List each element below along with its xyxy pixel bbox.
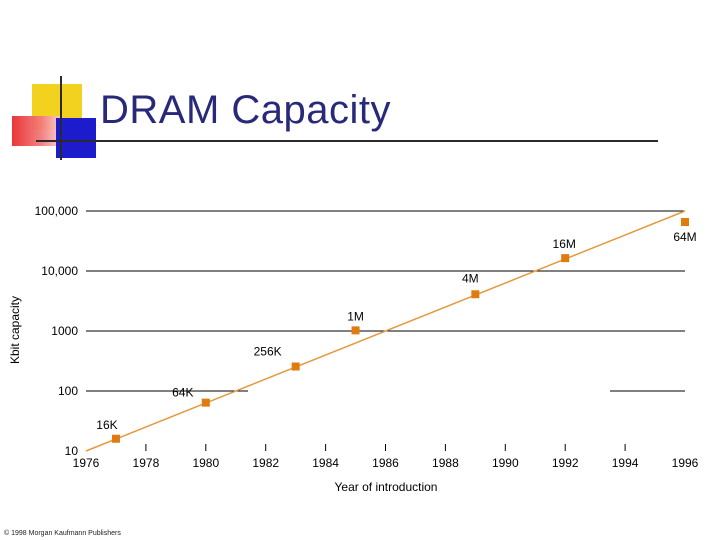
grid-lines	[86, 210, 685, 392]
data-point	[351, 326, 360, 335]
y-axis-label: Kbit capacity	[8, 296, 22, 364]
x-axis-label: Year of introduction	[335, 480, 438, 494]
data-point	[471, 290, 480, 299]
x-tick-label: 1976	[73, 456, 100, 470]
data-point	[681, 218, 689, 227]
x-tick-label: 1990	[492, 456, 519, 470]
decor-vertical-line	[60, 76, 62, 160]
copyright-text: © 1998 Morgan Kaufmann Publishers	[4, 530, 121, 537]
x-tick-label: 1992	[552, 456, 579, 470]
slide-title: DRAM Capacity	[100, 88, 392, 132]
data-points	[111, 218, 689, 443]
y-tick-label: 100	[58, 384, 78, 398]
data-point	[201, 398, 210, 407]
data-label: 4M	[462, 271, 479, 285]
data-point	[561, 254, 570, 263]
x-tick-label: 1986	[372, 456, 399, 470]
data-label: 256K	[254, 345, 282, 359]
data-labels: 16K 64K 256K 1M 4M 16M 64M	[96, 230, 696, 432]
data-label: 64M	[673, 230, 696, 244]
data-point	[111, 434, 120, 443]
data-label: 16M	[553, 237, 576, 251]
data-label: 64K	[172, 386, 193, 400]
x-axis-ticks	[145, 444, 626, 451]
data-point	[291, 362, 300, 371]
x-tick-label: 1978	[133, 456, 160, 470]
y-tick-label: 10,000	[41, 264, 78, 278]
title-underline	[36, 140, 658, 142]
x-axis-tick-labels: 1976 1978 1980 1982 1984 1986 1988 1990 1992 1994…	[73, 456, 699, 470]
data-label: 1M	[347, 309, 364, 323]
y-tick-label: 100,000	[35, 204, 79, 218]
x-tick-label: 1984	[312, 456, 339, 470]
x-tick-label: 1988	[432, 456, 459, 470]
x-tick-label: 1996	[672, 456, 699, 470]
x-tick-label: 1982	[252, 456, 279, 470]
x-tick-label: 1980	[192, 456, 219, 470]
y-tick-label: 10	[65, 444, 79, 458]
y-axis-tick-labels: 10 100 1000 10,000 100,000	[35, 204, 79, 458]
x-tick-label: 1994	[612, 456, 639, 470]
data-label: 16K	[96, 418, 117, 432]
y-tick-label: 1000	[51, 324, 78, 338]
decor-blue-square	[56, 118, 96, 158]
trend-line	[85, 210, 686, 452]
